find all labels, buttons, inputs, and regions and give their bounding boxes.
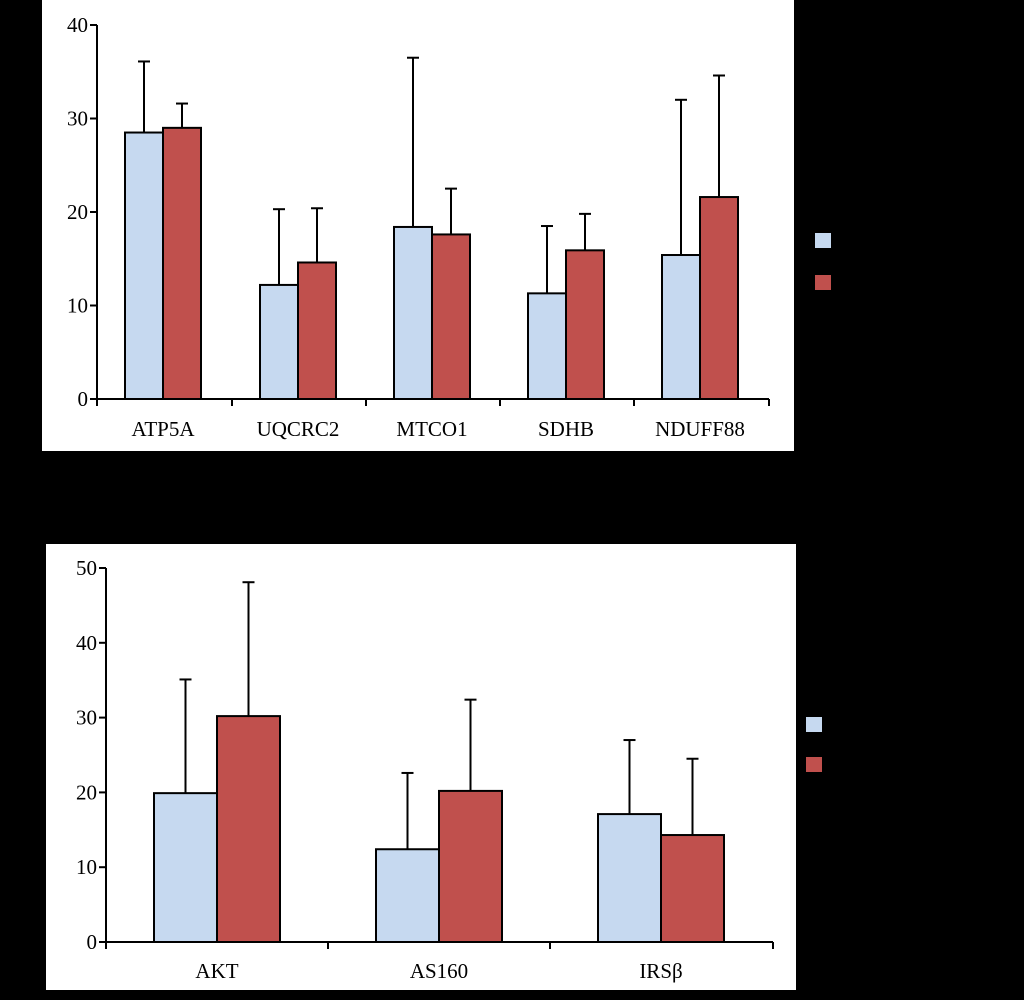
bar-irs-series-2 bbox=[660, 834, 725, 944]
bar-nduff88-series-1 bbox=[661, 254, 701, 400]
bar-akt-series-1 bbox=[153, 792, 218, 944]
bar-mtco1-series-1 bbox=[393, 225, 433, 400]
bar-mtco1-series-2 bbox=[431, 233, 471, 400]
chart-panel-bottom: 0 10 20 30 40 50 AKT AS160 IRSβ bbox=[46, 544, 822, 990]
bar-sdhb-series-1 bbox=[527, 292, 567, 400]
y-tick-label: 10 bbox=[76, 855, 97, 879]
y-tick-label: 10 bbox=[67, 294, 88, 318]
category-label: IRSβ bbox=[639, 959, 682, 983]
legend-swatch-series-1 bbox=[815, 233, 831, 248]
category-label: SDHB bbox=[538, 417, 594, 441]
y-tick-label: 30 bbox=[76, 706, 97, 730]
category-label: NDUFF88 bbox=[655, 417, 745, 441]
bar-uqcrc2-series-2 bbox=[297, 261, 337, 400]
bar-as160-series-2 bbox=[438, 789, 503, 943]
y-tick-label: 0 bbox=[87, 930, 98, 954]
bar-uqcrc2-series-1 bbox=[259, 283, 299, 400]
bar-atp5a-series-1 bbox=[124, 131, 164, 400]
y-tick-label: 0 bbox=[78, 387, 89, 411]
legend-swatch-series-1 bbox=[806, 717, 822, 732]
category-label: MTCO1 bbox=[396, 417, 467, 441]
y-tick-label: 40 bbox=[67, 13, 88, 37]
category-label: UQCRC2 bbox=[257, 417, 340, 441]
bar-sdhb-series-2 bbox=[565, 249, 605, 400]
y-tick-label: 20 bbox=[67, 200, 88, 224]
category-label: ATP5A bbox=[131, 417, 195, 441]
bar-atp5a-series-2 bbox=[162, 126, 202, 400]
bar-as160-series-1 bbox=[375, 848, 440, 943]
bar-akt-series-2 bbox=[216, 715, 281, 943]
chart-panel-top: 0 10 20 30 40 ATP5A UQCRC2 MTCO1 SDHB NDUFF88 bbox=[42, 0, 831, 451]
legend-swatch-series-2 bbox=[815, 275, 831, 290]
category-label: AS160 bbox=[410, 959, 468, 983]
category-label: AKT bbox=[195, 959, 238, 983]
y-tick-label: 20 bbox=[76, 780, 97, 804]
bar-irs-series-1 bbox=[597, 813, 662, 943]
y-tick-label: 50 bbox=[76, 556, 97, 580]
y-tick-label: 30 bbox=[67, 107, 88, 131]
bar-nduff88-series-2 bbox=[699, 196, 739, 400]
legend-swatch-series-2 bbox=[806, 757, 822, 772]
y-tick-label: 40 bbox=[76, 631, 97, 655]
